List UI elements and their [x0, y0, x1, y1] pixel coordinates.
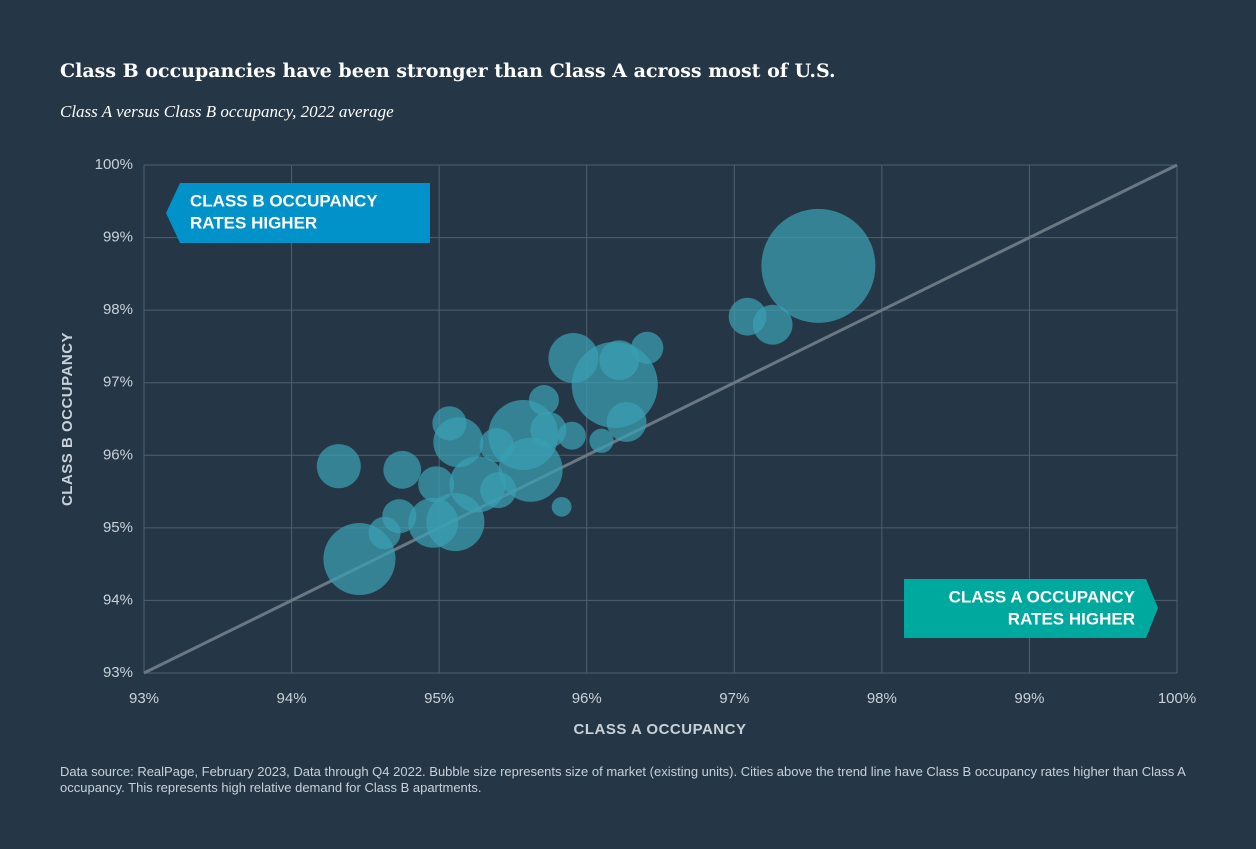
x-tick-label: 95% — [424, 690, 454, 707]
x-tick-label: 94% — [277, 690, 307, 707]
x-tick-label: 99% — [1014, 690, 1044, 707]
y-tick-label: 100% — [95, 156, 133, 173]
y-tick-label: 99% — [103, 229, 133, 246]
chart-subtitle: Class A versus Class B occupancy, 2022 a… — [60, 102, 394, 121]
chart: Class B occupancies have been stronger t… — [59, 60, 1196, 738]
callout-text: RATES HIGHER — [190, 213, 317, 232]
bubble — [323, 523, 396, 596]
bubble — [383, 450, 422, 489]
chart-title: Class B occupancies have been stronger t… — [60, 60, 836, 82]
x-tick-label: 93% — [129, 690, 159, 707]
callout-text: CLASS B OCCUPANCY — [190, 191, 378, 210]
bubble — [433, 417, 484, 468]
bubble — [606, 401, 647, 442]
bubble — [761, 208, 876, 323]
y-tick-label: 96% — [103, 446, 133, 463]
footnote: Data source: RealPage, February 2023, Da… — [60, 764, 1186, 795]
bubble — [589, 428, 614, 453]
bubble — [480, 472, 517, 509]
bubble — [316, 444, 361, 489]
x-axis-title: CLASS A OCCUPANCY — [574, 721, 747, 738]
x-tick-label: 98% — [867, 690, 897, 707]
bubble — [426, 492, 485, 552]
bubble — [752, 304, 793, 345]
x-tick-label: 96% — [572, 690, 602, 707]
bubble — [551, 496, 572, 517]
y-tick-label: 95% — [103, 519, 133, 536]
y-tick-label: 97% — [103, 374, 133, 391]
y-tick-label: 98% — [103, 301, 133, 318]
bubble — [418, 466, 455, 503]
y-axis-title: CLASS B OCCUPANCY — [59, 332, 76, 506]
parity-line — [143, 163, 1178, 675]
callout-text: RATES HIGHER — [1008, 609, 1135, 628]
x-tick-label: 97% — [719, 690, 749, 707]
callout-text: CLASS A OCCUPANCY — [949, 587, 1136, 606]
y-tick-label: 94% — [103, 591, 133, 608]
callout-box — [166, 183, 430, 243]
y-tick-label: 93% — [103, 664, 133, 681]
x-tick-label: 100% — [1158, 690, 1196, 707]
callout-box — [904, 579, 1158, 638]
